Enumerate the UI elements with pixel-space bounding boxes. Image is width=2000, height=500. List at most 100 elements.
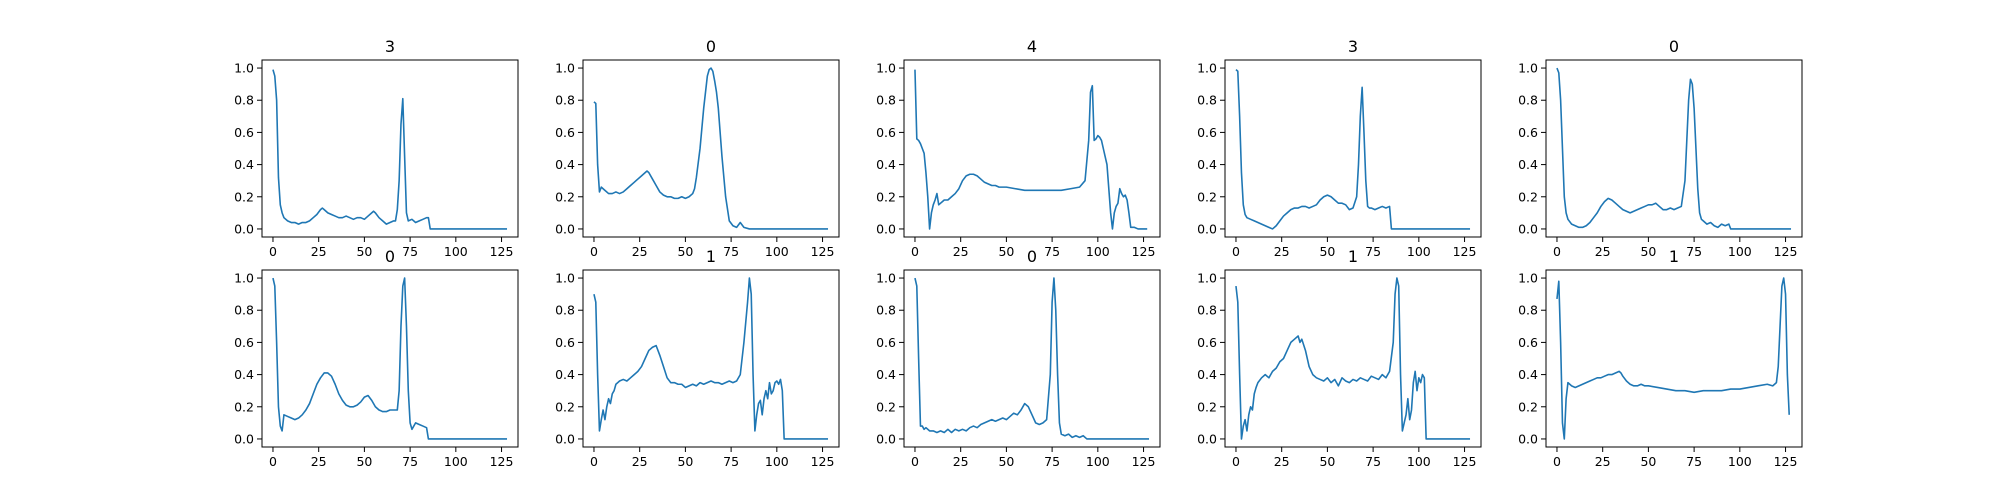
subplot-9-xtick-label: 0 xyxy=(1232,454,1240,469)
subplot-4-xtick-label: 25 xyxy=(1274,244,1290,259)
subplot-1-series-line xyxy=(272,69,508,230)
subplot-8-ytick-label: 0.2 xyxy=(876,399,896,414)
subplot-3-xtick-label: 0 xyxy=(911,244,919,259)
subplot-9-xtick-label: 125 xyxy=(1453,454,1477,469)
subplot-6-xtick-label: 50 xyxy=(356,454,372,469)
subplot-7-xtick-label: 25 xyxy=(632,454,648,469)
subplot-10: 1 0 25 50 75 100 125 0.0 0.2 0.4 0.6 0.8 1.0 xyxy=(1518,247,1803,469)
subplot-3-ytick-label: 0.6 xyxy=(876,125,896,140)
subplot-2-ytick-label: 0.6 xyxy=(555,125,575,140)
subplot-8-xtick-label: 75 xyxy=(1044,454,1060,469)
subplot-4-title: 3 xyxy=(1348,37,1358,56)
subplot-7-ytick-label: 0.0 xyxy=(555,431,575,446)
subplot-4-xtick-label: 100 xyxy=(1407,244,1431,259)
subplot-2-ytick-label: 1.0 xyxy=(555,61,575,76)
subplot-7-axes-frame xyxy=(582,269,840,448)
subplot-10-xtick-label: 0 xyxy=(1553,454,1561,469)
subplot-3-xtick-label: 25 xyxy=(953,244,969,259)
subplot-6-ytick-label: 0.6 xyxy=(234,335,254,350)
subplot-10-ytick-label: 0.2 xyxy=(1518,399,1538,414)
subplot-2-ytick-label: 0.4 xyxy=(555,157,575,172)
subplot-10-ytick-label: 0.0 xyxy=(1518,431,1538,446)
subplot-2-xtick-label: 25 xyxy=(632,244,648,259)
subplot-6-title: 0 xyxy=(385,247,395,266)
subplot-7-ytick-label: 0.4 xyxy=(555,367,575,382)
subplot-5-xtick-label: 50 xyxy=(1640,244,1656,259)
subplot-10-ytick-label: 0.6 xyxy=(1518,335,1538,350)
subplot-7-ytick-label: 0.6 xyxy=(555,335,575,350)
subplot-6-series-line xyxy=(272,277,508,440)
subplot-3-ytick-label: 0.2 xyxy=(876,189,896,204)
subplot-7-xtick-label: 0 xyxy=(590,454,598,469)
subplot-9-ytick-label: 0.6 xyxy=(1197,335,1217,350)
subplot-7-xtick-label: 100 xyxy=(765,454,789,469)
subplot-4-xtick-label: 75 xyxy=(1365,244,1381,259)
subplot-6-xtick-label: 100 xyxy=(444,454,468,469)
subplot-10-xtick-label: 75 xyxy=(1686,454,1702,469)
subplot-3-ytick-label: 0.0 xyxy=(876,221,896,236)
subplot-1-xtick-label: 125 xyxy=(490,244,514,259)
subplot-5: 0 0 25 50 75 100 125 0.0 0.2 0.4 0.6 0.8 1.0 xyxy=(1518,37,1803,259)
subplot-4-xtick-label: 125 xyxy=(1453,244,1477,259)
subplot-6-xtick-label: 25 xyxy=(311,454,327,469)
subplot-2-xtick-label: 0 xyxy=(590,244,598,259)
subplot-5-ytick-label: 0.6 xyxy=(1518,125,1538,140)
subplot-1-ytick-label: 1.0 xyxy=(234,61,254,76)
subplot-9-ytick-label: 0.0 xyxy=(1197,431,1217,446)
subplot-1-ytick-label: 0.8 xyxy=(234,93,254,108)
subplot-7-ytick-label: 0.8 xyxy=(555,303,575,318)
subplot-3-ytick-label: 0.8 xyxy=(876,93,896,108)
subplot-6-ytick-label: 0.8 xyxy=(234,303,254,318)
subplot-4: 3 0 25 50 75 100 125 0.0 0.2 0.4 0.6 0.8 1.0 xyxy=(1197,37,1482,259)
subplot-5-ytick-label: 1.0 xyxy=(1518,61,1538,76)
subplot-2-axes-frame xyxy=(582,59,840,238)
subplot-6-axes-frame xyxy=(261,269,519,448)
subplot-9: 1 0 25 50 75 100 125 0.0 0.2 0.4 0.6 0.8 1.0 xyxy=(1197,247,1482,469)
subplot-2-ytick-label: 0.0 xyxy=(555,221,575,236)
subplot-8-title: 0 xyxy=(1027,247,1037,266)
subplot-6-xtick-label: 125 xyxy=(490,454,514,469)
subplot-6-xtick-label: 75 xyxy=(402,454,418,469)
subplot-1-ytick-label: 0.4 xyxy=(234,157,254,172)
subplot-7-title: 1 xyxy=(706,247,716,266)
subplot-1-xtick-label: 50 xyxy=(356,244,372,259)
subplot-3-xtick-label: 125 xyxy=(1132,244,1156,259)
subplot-8-xtick-label: 0 xyxy=(911,454,919,469)
subplot-2-xtick-label: 125 xyxy=(811,244,835,259)
subplot-4-ytick-label: 1.0 xyxy=(1197,61,1217,76)
subplot-7-xtick-label: 125 xyxy=(811,454,835,469)
subplot-1-ytick-label: 0.2 xyxy=(234,189,254,204)
subplot-10-ytick-label: 0.4 xyxy=(1518,367,1538,382)
subplot-3: 4 0 25 50 75 100 125 0.0 0.2 0.4 0.6 0.8 1.0 xyxy=(876,37,1161,259)
subplot-4-xtick-label: 50 xyxy=(1319,244,1335,259)
subplot-1-ytick-label: 0.0 xyxy=(234,221,254,236)
subplot-7-ytick-label: 0.2 xyxy=(555,399,575,414)
subplot-5-xtick-label: 0 xyxy=(1553,244,1561,259)
subplot-9-ytick-label: 1.0 xyxy=(1197,271,1217,286)
subplot-4-ytick-label: 0.8 xyxy=(1197,93,1217,108)
subplot-3-axes-frame xyxy=(903,59,1161,238)
subplot-6-ytick-label: 1.0 xyxy=(234,271,254,286)
subplot-1-axes-frame xyxy=(261,59,519,238)
subplot-5-ytick-label: 0.0 xyxy=(1518,221,1538,236)
subplot-8-ytick-label: 1.0 xyxy=(876,271,896,286)
subplot-6-xtick-label: 0 xyxy=(269,454,277,469)
subplot-5-ytick-label: 0.2 xyxy=(1518,189,1538,204)
subplot-7-series-line xyxy=(593,277,829,440)
subplot-8-xtick-label: 125 xyxy=(1132,454,1156,469)
subplot-1: 3 0 25 50 75 100 125 0.0 0.2 0.4 0.6 0.8 1.0 xyxy=(234,37,519,259)
subplot-5-axes-frame xyxy=(1545,59,1803,238)
subplot-8-xtick-label: 100 xyxy=(1086,454,1110,469)
subplot-2-series-line xyxy=(593,67,829,230)
subplot-5-xtick-label: 125 xyxy=(1774,244,1798,259)
subplot-8-xtick-label: 50 xyxy=(998,454,1014,469)
subplot-4-ytick-label: 0.6 xyxy=(1197,125,1217,140)
subplot-2-ytick-label: 0.2 xyxy=(555,189,575,204)
subplot-10-xtick-label: 100 xyxy=(1728,454,1752,469)
subplot-2-xtick-label: 75 xyxy=(723,244,739,259)
subplot-8-ytick-label: 0.6 xyxy=(876,335,896,350)
subplot-1-ytick-label: 0.6 xyxy=(234,125,254,140)
subplot-5-xtick-label: 100 xyxy=(1728,244,1752,259)
subplot-9-ytick-label: 0.2 xyxy=(1197,399,1217,414)
